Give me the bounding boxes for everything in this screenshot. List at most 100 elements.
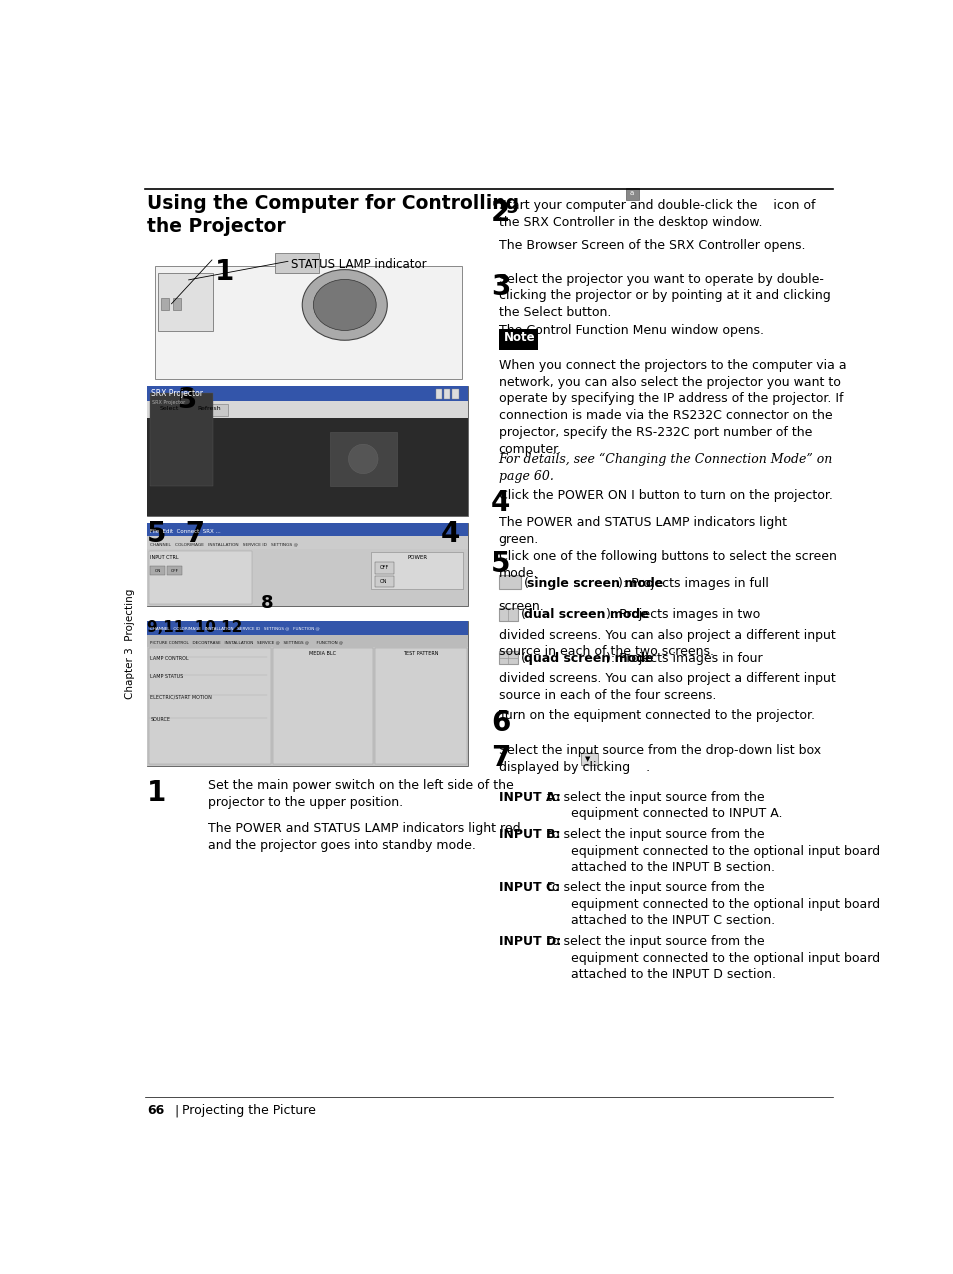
- Text: a: a: [629, 190, 633, 196]
- Text: Note: Note: [503, 331, 535, 344]
- Text: INPUT B:: INPUT B:: [498, 828, 559, 841]
- Text: ON: ON: [154, 568, 161, 573]
- Bar: [273, 648, 373, 764]
- Text: The POWER and STATUS LAMP indicators light
green.: The POWER and STATUS LAMP indicators lig…: [498, 516, 785, 545]
- Bar: [147, 536, 468, 549]
- Text: 8: 8: [260, 594, 274, 613]
- Text: Select: Select: [160, 406, 179, 412]
- Bar: [149, 552, 252, 604]
- Text: 1: 1: [215, 257, 234, 285]
- Bar: [191, 404, 228, 415]
- Bar: [154, 266, 461, 378]
- Text: Start your computer and double-click the    icon of
the SRX Controller in the de: Start your computer and double-click the…: [498, 199, 814, 229]
- Bar: [580, 753, 597, 764]
- Bar: [147, 620, 468, 766]
- Text: quad screen mode: quad screen mode: [524, 651, 653, 665]
- Text: PICTURE CONTROL   DECONTRASE   INSTALLATION   SERVICE @   SETTINGS @      FUNCTI: PICTURE CONTROL DECONTRASE INSTALLATION …: [150, 641, 342, 645]
- Bar: [375, 562, 394, 573]
- Text: to select the input source from the
      equipment connected to the optional in: to select the input source from the equi…: [546, 935, 879, 981]
- Text: to select the input source from the
      equipment connected to the optional in: to select the input source from the equi…: [546, 828, 879, 874]
- Bar: [147, 386, 468, 401]
- Text: |: |: [173, 1105, 178, 1117]
- Bar: [498, 330, 537, 350]
- Text: INPUT CTRL: INPUT CTRL: [151, 555, 179, 561]
- Text: SRX Projector: SRX Projector: [152, 400, 185, 405]
- Text: 5  7: 5 7: [147, 520, 205, 548]
- Bar: [147, 522, 468, 536]
- Text: ON: ON: [380, 580, 387, 583]
- Text: ELECTRIC/START MOTION: ELECTRIC/START MOTION: [151, 694, 212, 699]
- Bar: [149, 648, 271, 764]
- Bar: [147, 401, 468, 418]
- Text: OFF: OFF: [379, 566, 388, 571]
- Text: 1: 1: [147, 778, 167, 806]
- Text: LAMP STATUS: LAMP STATUS: [151, 674, 183, 679]
- Text: For details, see “Changing the Connection Mode” on
page 60.: For details, see “Changing the Connectio…: [498, 454, 832, 483]
- Text: 7: 7: [491, 744, 510, 772]
- Text: single screen mode: single screen mode: [527, 577, 663, 590]
- Text: dual screen mode: dual screen mode: [524, 609, 648, 622]
- Bar: [452, 390, 458, 399]
- Text: INPUT D:: INPUT D:: [498, 935, 560, 948]
- Text: SOURCE: SOURCE: [151, 717, 171, 722]
- Text: Click one of the following buttons to select the screen
mode.: Click one of the following buttons to se…: [498, 550, 836, 580]
- Text: Chapter 3  Projecting: Chapter 3 Projecting: [125, 589, 134, 698]
- Text: ▼: ▼: [584, 757, 589, 762]
- Ellipse shape: [313, 279, 375, 330]
- Text: Refresh: Refresh: [197, 406, 221, 412]
- Bar: [147, 647, 468, 766]
- Text: to select the input source from the
      equipment connected to INPUT A.: to select the input source from the equi…: [546, 790, 781, 820]
- Text: The Browser Screen of the SRX Controller opens.: The Browser Screen of the SRX Controller…: [498, 240, 804, 252]
- Text: The POWER and STATUS LAMP indicators light red
and the projector goes into stand: The POWER and STATUS LAMP indicators lig…: [208, 822, 520, 852]
- Text: STATUS LAMP indicator: STATUS LAMP indicator: [291, 257, 426, 271]
- Bar: [147, 418, 468, 516]
- Text: INPUT C:: INPUT C:: [498, 880, 559, 894]
- Bar: [147, 634, 468, 647]
- Bar: [330, 432, 396, 487]
- Bar: [436, 390, 442, 399]
- Bar: [443, 390, 450, 399]
- Text: When you connect the projectors to the computer via a
network, you can also sele: When you connect the projectors to the c…: [498, 359, 845, 456]
- Bar: [147, 386, 468, 516]
- Text: TEST PATTERN: TEST PATTERN: [403, 651, 438, 656]
- Bar: [167, 566, 182, 575]
- Bar: [375, 648, 466, 764]
- Bar: [173, 298, 180, 310]
- Bar: [161, 298, 169, 310]
- Bar: [157, 273, 213, 331]
- Text: OFF: OFF: [171, 568, 178, 573]
- Text: 4: 4: [440, 520, 459, 548]
- Text: POWER: POWER: [407, 555, 427, 561]
- Text: 66: 66: [147, 1105, 165, 1117]
- Text: Using the Computer for Controlling
the Projector: Using the Computer for Controlling the P…: [147, 194, 519, 236]
- Text: Click the POWER ON Ⅰ button to turn on the projector.: Click the POWER ON Ⅰ button to turn on t…: [498, 489, 832, 502]
- Bar: [370, 552, 462, 590]
- Text: (: (: [523, 577, 528, 590]
- Ellipse shape: [348, 445, 377, 474]
- Bar: [498, 651, 517, 664]
- Text: (: (: [520, 651, 525, 665]
- Text: SRX Projector: SRX Projector: [151, 390, 203, 399]
- Text: to select the input source from the
      equipment connected to the optional in: to select the input source from the equi…: [546, 880, 879, 927]
- Bar: [151, 394, 213, 487]
- Text: CHANNEL   COLORIMAGE   INSTALLATION   SERVICE ID   SETTINGS @   FUNCTION @: CHANNEL COLORIMAGE INSTALLATION SERVICE …: [150, 627, 319, 631]
- Text: divided screens. You can also project a different input
source in each of the fo: divided screens. You can also project a …: [498, 671, 835, 702]
- Bar: [147, 620, 468, 634]
- Bar: [151, 566, 165, 575]
- Text: INPUT A:: INPUT A:: [498, 790, 559, 804]
- Text: Select the projector you want to operate by double-
clicking the projector or by: Select the projector you want to operate…: [498, 273, 829, 320]
- Text: File  Edit  Connect  SRX ...: File Edit Connect SRX ...: [150, 529, 220, 534]
- Text: ): Projects images in two: ): Projects images in two: [605, 609, 760, 622]
- Text: Set the main power switch on the left side of the
projector to the upper positio: Set the main power switch on the left si…: [208, 778, 513, 809]
- Bar: [498, 608, 517, 620]
- Bar: [147, 549, 468, 606]
- Text: divided screens. You can also project a different input
source in each of the tw: divided screens. You can also project a …: [498, 628, 835, 659]
- Text: 3: 3: [491, 273, 510, 301]
- Text: CHANNEL   COLORIMAGE   INSTALLATION   SERVICE ID   SETTINGS @: CHANNEL COLORIMAGE INSTALLATION SERVICE …: [150, 543, 297, 547]
- Bar: [274, 254, 318, 273]
- Text: Turn on the equipment connected to the projector.: Turn on the equipment connected to the p…: [498, 710, 814, 722]
- Text: 4: 4: [491, 489, 510, 517]
- Text: ): Projects images in full: ): Projects images in full: [617, 577, 767, 590]
- Text: The Control Function Menu window opens.: The Control Function Menu window opens.: [498, 324, 762, 336]
- Bar: [151, 404, 188, 415]
